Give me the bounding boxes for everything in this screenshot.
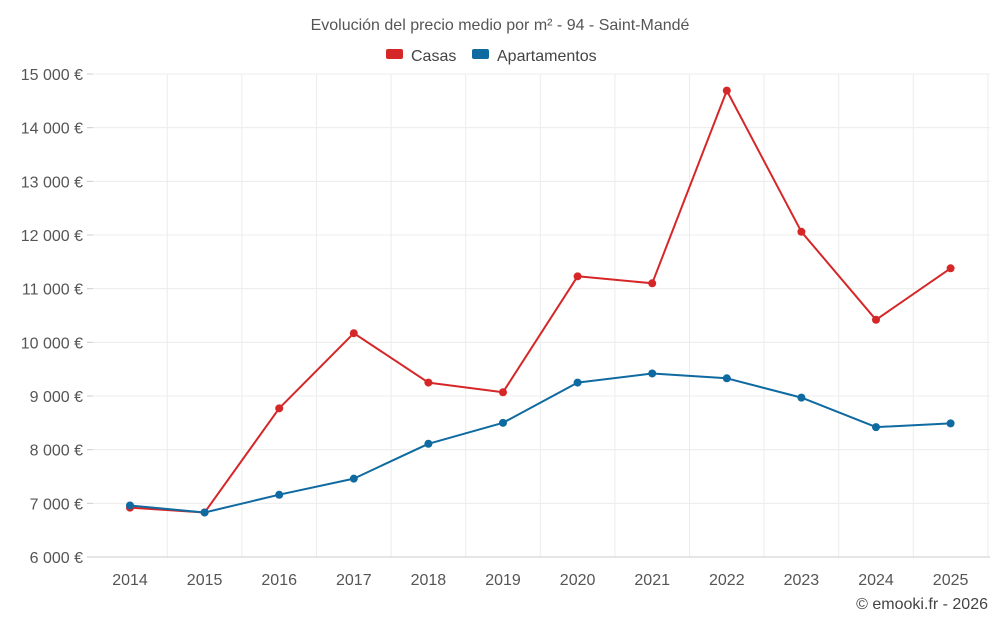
legend: Casas Apartamentos — [386, 48, 597, 65]
x-tick-label: 2018 — [411, 572, 447, 589]
x-tick-label: 2021 — [634, 572, 670, 589]
data-point-casas[interactable] — [872, 315, 880, 324]
x-tick-label: 2014 — [112, 572, 148, 589]
y-tick-label: 6 000 € — [30, 550, 83, 567]
data-point-casas[interactable] — [722, 86, 731, 95]
data-point-apartamentos[interactable] — [200, 508, 209, 517]
y-tick-label: 15 000 € — [21, 67, 83, 84]
x-axis-ticks: 2014 2015 2016 2017 2018 2019 2020 2021 2022 2023… — [112, 572, 968, 589]
data-point-casas[interactable] — [797, 227, 806, 236]
y-tick-label: 8 000 € — [30, 443, 83, 460]
x-tick-label: 2015 — [187, 572, 223, 589]
grid — [93, 73, 990, 557]
series-line-casas — [129, 89, 952, 514]
series-casas — [126, 86, 955, 517]
data-point-casas[interactable] — [349, 329, 358, 338]
data-point-casas[interactable] — [275, 404, 284, 413]
x-tick-label: 2024 — [858, 572, 894, 589]
y-tick-label: 11 000 € — [22, 282, 83, 299]
x-tick-label: 2016 — [261, 572, 297, 589]
data-point-apartamentos[interactable] — [126, 501, 134, 510]
chart-credit: © emooki.fr - 2026 — [856, 596, 988, 613]
x-tick-label: 2025 — [933, 572, 969, 589]
chart-title: Evolución del precio medio por m² - 94 -… — [311, 17, 690, 34]
data-point-apartamentos[interactable] — [797, 393, 806, 402]
y-tick-label: 9 000 € — [30, 389, 83, 406]
y-axis-ticks: 6 000 € 7 000 € 8 000 € 9 000 € 10 000 € 11 0… — [21, 67, 93, 567]
data-point-casas[interactable] — [573, 272, 582, 281]
data-point-apartamentos[interactable] — [872, 423, 880, 432]
data-point-apartamentos[interactable] — [275, 490, 284, 499]
data-point-apartamentos[interactable] — [499, 418, 507, 427]
data-point-apartamentos[interactable] — [946, 419, 955, 428]
data-point-apartamentos[interactable] — [648, 369, 657, 378]
legend-item-casas[interactable]: Casas — [386, 48, 456, 65]
data-point-casas[interactable] — [648, 279, 657, 288]
data-point-apartamentos[interactable] — [573, 378, 582, 387]
y-tick-label: 10 000 € — [21, 335, 83, 352]
series-layer — [126, 86, 955, 517]
data-point-apartamentos[interactable] — [349, 474, 358, 483]
x-tick-label: 2023 — [784, 572, 820, 589]
data-point-apartamentos[interactable] — [722, 374, 731, 383]
y-tick-label: 14 000 € — [21, 121, 83, 138]
data-point-casas[interactable] — [424, 378, 433, 387]
x-tick-label: 2017 — [336, 572, 372, 589]
y-tick-label: 12 000 € — [21, 228, 83, 245]
y-tick-label: 7 000 € — [30, 496, 83, 513]
legend-swatch-casas — [386, 49, 403, 59]
series-line-apartamentos — [129, 372, 951, 514]
x-tick-label: 2022 — [709, 572, 745, 589]
legend-label-apartamentos: Apartamentos — [497, 48, 597, 65]
x-tick-label: 2019 — [485, 572, 521, 589]
legend-label-casas: Casas — [411, 48, 456, 65]
x-tick-label: 2020 — [560, 572, 596, 589]
series-apartamentos — [126, 369, 955, 517]
data-point-casas[interactable] — [946, 264, 955, 273]
legend-item-apartamentos[interactable]: Apartamentos — [472, 48, 597, 65]
data-point-casas[interactable] — [499, 388, 507, 397]
data-point-apartamentos[interactable] — [424, 439, 433, 448]
y-tick-label: 13 000 € — [21, 174, 83, 191]
legend-swatch-apartamentos — [472, 49, 489, 59]
